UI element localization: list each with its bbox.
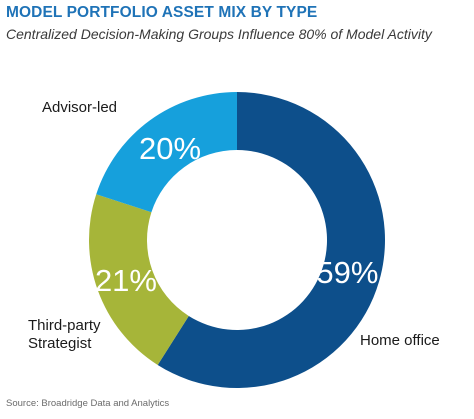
slice-third-party-strategist: [88, 194, 189, 365]
value-label: 21%: [95, 263, 157, 298]
category-label: Third-party: [28, 317, 101, 334]
slice-home-office: [157, 92, 385, 388]
value-label: 59%: [316, 255, 378, 290]
slice-advisor-led: [96, 92, 237, 213]
value-label: 20%: [139, 131, 201, 166]
category-label: Advisor-led: [42, 99, 117, 116]
source-note: Source: Broadridge Data and Analytics: [6, 398, 170, 409]
category-label: Home office: [360, 332, 440, 349]
chart-subtitle: Centralized Decision-Making Groups Influ…: [6, 26, 432, 42]
category-label: Strategist: [28, 335, 92, 352]
chart-title: MODEL PORTFOLIO ASSET MIX BY TYPE: [6, 4, 318, 21]
